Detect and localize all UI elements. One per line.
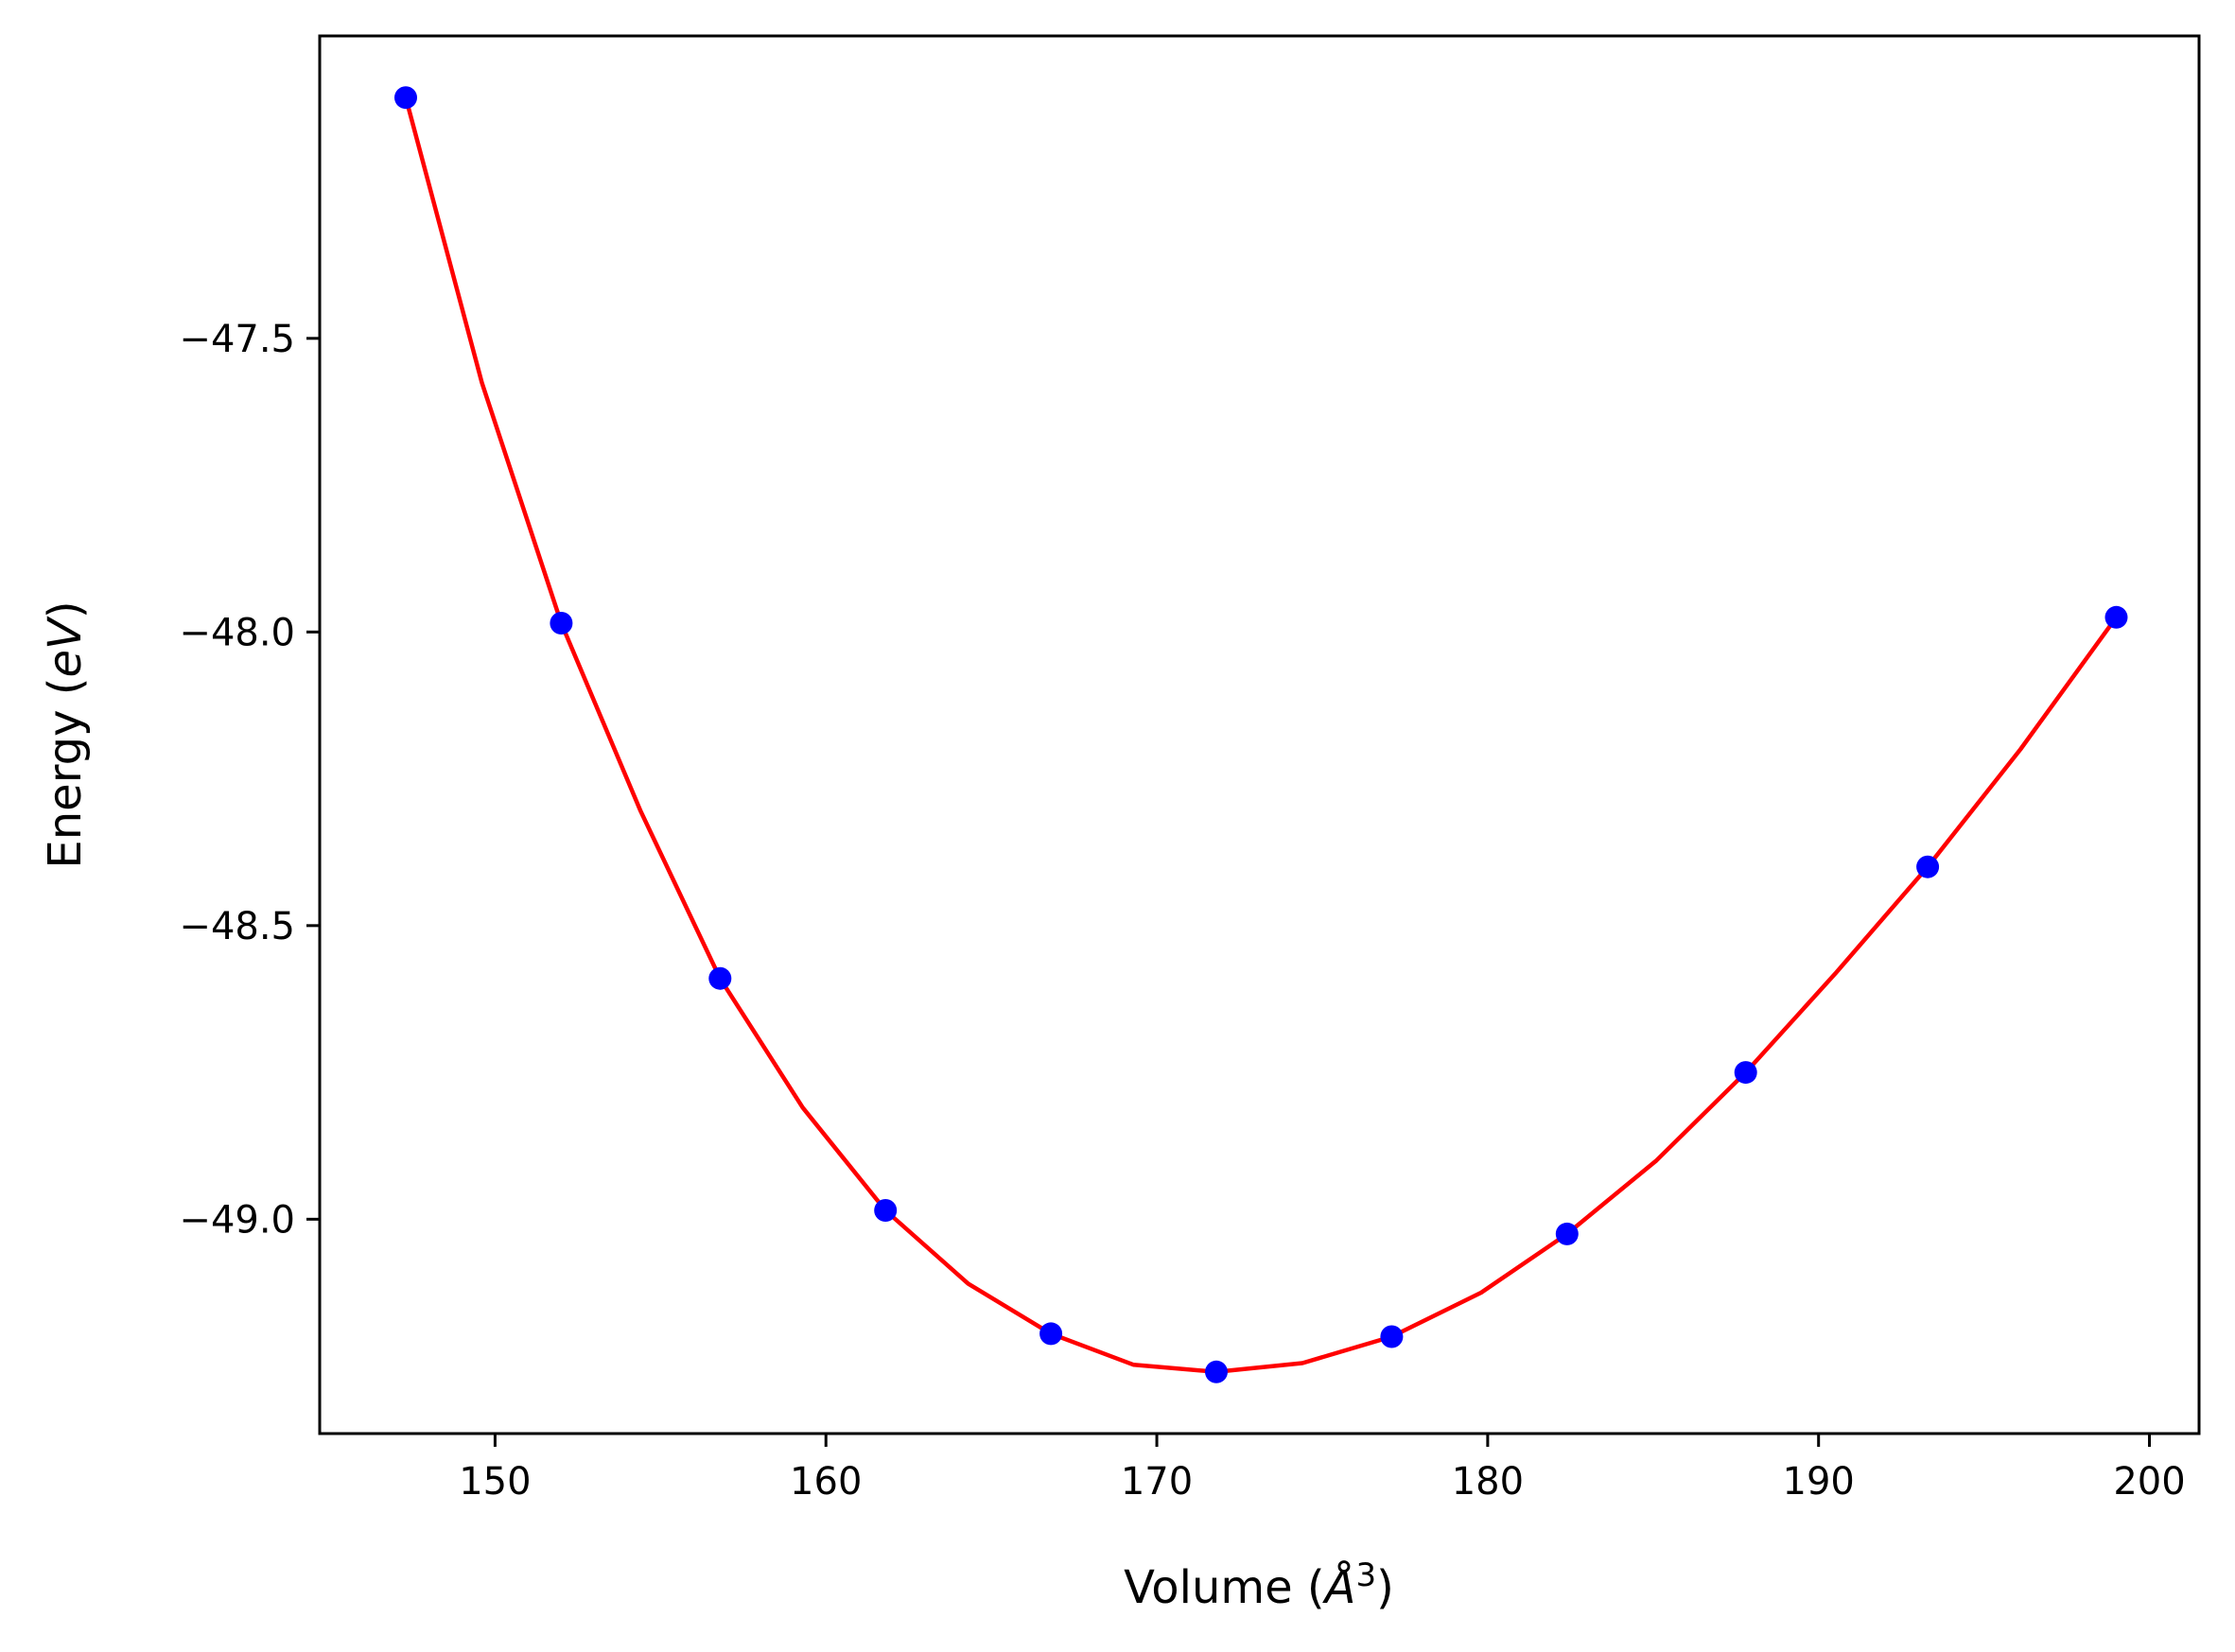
y-axis-ticks: −47.5 −48.0 −48.5 −49.0 xyxy=(179,318,320,1242)
x-tick-label: 180 xyxy=(1452,1460,1524,1504)
data-point xyxy=(1039,1322,1063,1346)
data-point xyxy=(1380,1325,1404,1348)
data-point xyxy=(2104,605,2128,629)
x-axis-label-power: 3 xyxy=(1355,1556,1376,1594)
plot-area xyxy=(320,36,2199,1434)
data-point xyxy=(874,1199,898,1222)
x-tick-label: 160 xyxy=(790,1460,862,1504)
data-point xyxy=(550,612,573,635)
y-tick-label: −48.0 xyxy=(179,611,295,654)
x-tick-label: 190 xyxy=(1783,1460,1855,1504)
x-axis-label-unit: Å xyxy=(1322,1560,1356,1614)
y-axis-label-suffix: ) xyxy=(39,600,92,618)
x-axis-label-prefix: Volume ( xyxy=(1124,1561,1325,1614)
x-axis-ticks: 150 160 170 180 190 200 xyxy=(459,1434,2186,1504)
x-tick-label: 150 xyxy=(459,1460,531,1504)
data-point xyxy=(1916,855,1940,878)
data-point xyxy=(1555,1222,1579,1245)
data-point xyxy=(1205,1360,1228,1383)
y-axis-label-prefix: Energy ( xyxy=(39,678,92,869)
data-point xyxy=(1734,1061,1757,1085)
x-axis-label: Volume (Å3) xyxy=(1124,1556,1394,1614)
x-tick-label: 170 xyxy=(1121,1460,1193,1504)
x-tick-label: 200 xyxy=(2113,1460,2185,1504)
y-tick-label: −49.0 xyxy=(179,1198,295,1242)
x-axis-label-suffix: ) xyxy=(1376,1561,1394,1614)
plot-frame xyxy=(318,34,2201,1435)
y-axis-label: Energy (eV) xyxy=(39,600,92,868)
data-point xyxy=(394,86,417,110)
y-axis-label-unit: eV xyxy=(39,616,92,678)
y-tick-label: −48.5 xyxy=(179,905,295,948)
data-points-layer xyxy=(394,86,2128,1383)
data-point xyxy=(708,966,732,990)
y-tick-label: −47.5 xyxy=(179,318,295,361)
